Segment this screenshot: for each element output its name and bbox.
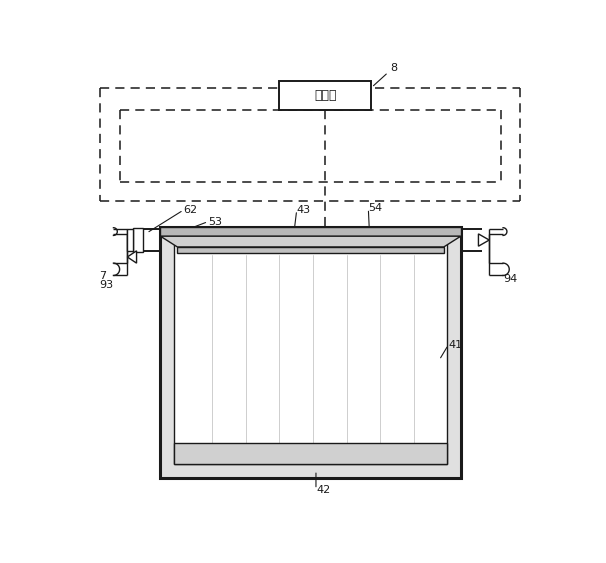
Polygon shape xyxy=(478,234,489,246)
Polygon shape xyxy=(161,236,461,247)
Bar xyxy=(133,227,143,252)
Text: 41: 41 xyxy=(448,339,462,350)
Text: 53: 53 xyxy=(208,217,222,226)
Polygon shape xyxy=(127,251,136,263)
Text: 7: 7 xyxy=(99,271,106,282)
Text: 62: 62 xyxy=(184,205,198,215)
Text: 43: 43 xyxy=(297,205,311,215)
Bar xyxy=(161,227,461,478)
Bar xyxy=(161,227,461,236)
Text: 8: 8 xyxy=(390,62,397,73)
Text: 94: 94 xyxy=(503,274,518,284)
Text: 控制器: 控制器 xyxy=(314,89,336,102)
Text: 93: 93 xyxy=(99,280,113,290)
Text: 54: 54 xyxy=(368,203,382,213)
Bar xyxy=(175,241,447,464)
Text: 42: 42 xyxy=(316,485,330,494)
Bar xyxy=(127,229,133,251)
Bar xyxy=(178,247,444,253)
Bar xyxy=(175,443,447,464)
Bar xyxy=(279,82,371,110)
